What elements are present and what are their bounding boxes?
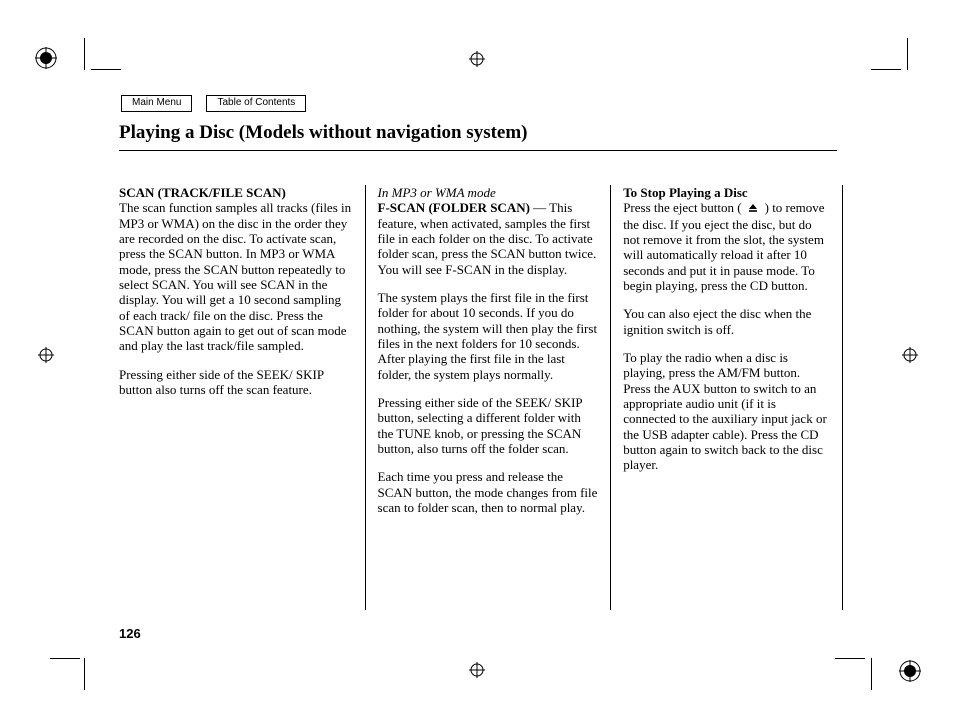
registration-mark	[35, 47, 57, 69]
crosshair-mark	[469, 51, 485, 67]
mode-note: In MP3 or WMA mode	[378, 185, 496, 200]
registration-mark	[899, 660, 921, 682]
scan-paragraph: SCAN (TRACK/FILE SCAN)The scan function …	[119, 185, 353, 354]
radio-paragraph: To play the radio when a disc is playing…	[623, 350, 830, 473]
column-1: SCAN (TRACK/FILE SCAN)The scan function …	[119, 185, 365, 610]
scan-heading: SCAN (TRACK/FILE SCAN)	[119, 185, 286, 200]
nav-buttons: Main Menu Table of Contents	[121, 95, 306, 112]
fscan-off-paragraph: Pressing either side of the SEEK/ SKIP b…	[378, 395, 599, 456]
main-menu-button[interactable]: Main Menu	[121, 95, 192, 112]
crosshair-mark	[38, 347, 54, 363]
seek-skip-note: Pressing either side of the SEEK/ SKIP b…	[119, 367, 353, 398]
toc-button[interactable]: Table of Contents	[206, 95, 306, 112]
eject-off-paragraph: You can also eject the disc when the ign…	[623, 306, 830, 337]
content-columns: SCAN (TRACK/FILE SCAN)The scan function …	[119, 185, 843, 610]
stop-heading: To Stop Playing a Disc	[623, 185, 748, 200]
crosshair-mark	[902, 347, 918, 363]
page-title: Playing a Disc (Models without navigatio…	[119, 122, 837, 151]
column-3: To Stop Playing a DiscPress the eject bu…	[610, 185, 843, 610]
column-2: In MP3 or WMA modeF-SCAN (FOLDER SCAN) —…	[365, 185, 611, 610]
fscan-paragraph: In MP3 or WMA modeF-SCAN (FOLDER SCAN) —…	[378, 185, 599, 277]
crosshair-mark	[469, 662, 485, 678]
fscan-cycle-paragraph: Each time you press and release the SCAN…	[378, 469, 599, 515]
stop-paragraph: To Stop Playing a DiscPress the eject bu…	[623, 185, 830, 293]
fscan-play-paragraph: The system plays the first file in the f…	[378, 290, 599, 382]
stop-body-a: Press the eject button (	[623, 200, 741, 215]
fscan-heading: F-SCAN (FOLDER SCAN)	[378, 200, 530, 215]
scan-body: The scan function samples all tracks (fi…	[119, 200, 351, 353]
eject-icon	[748, 201, 758, 216]
page-number: 126	[119, 626, 141, 641]
